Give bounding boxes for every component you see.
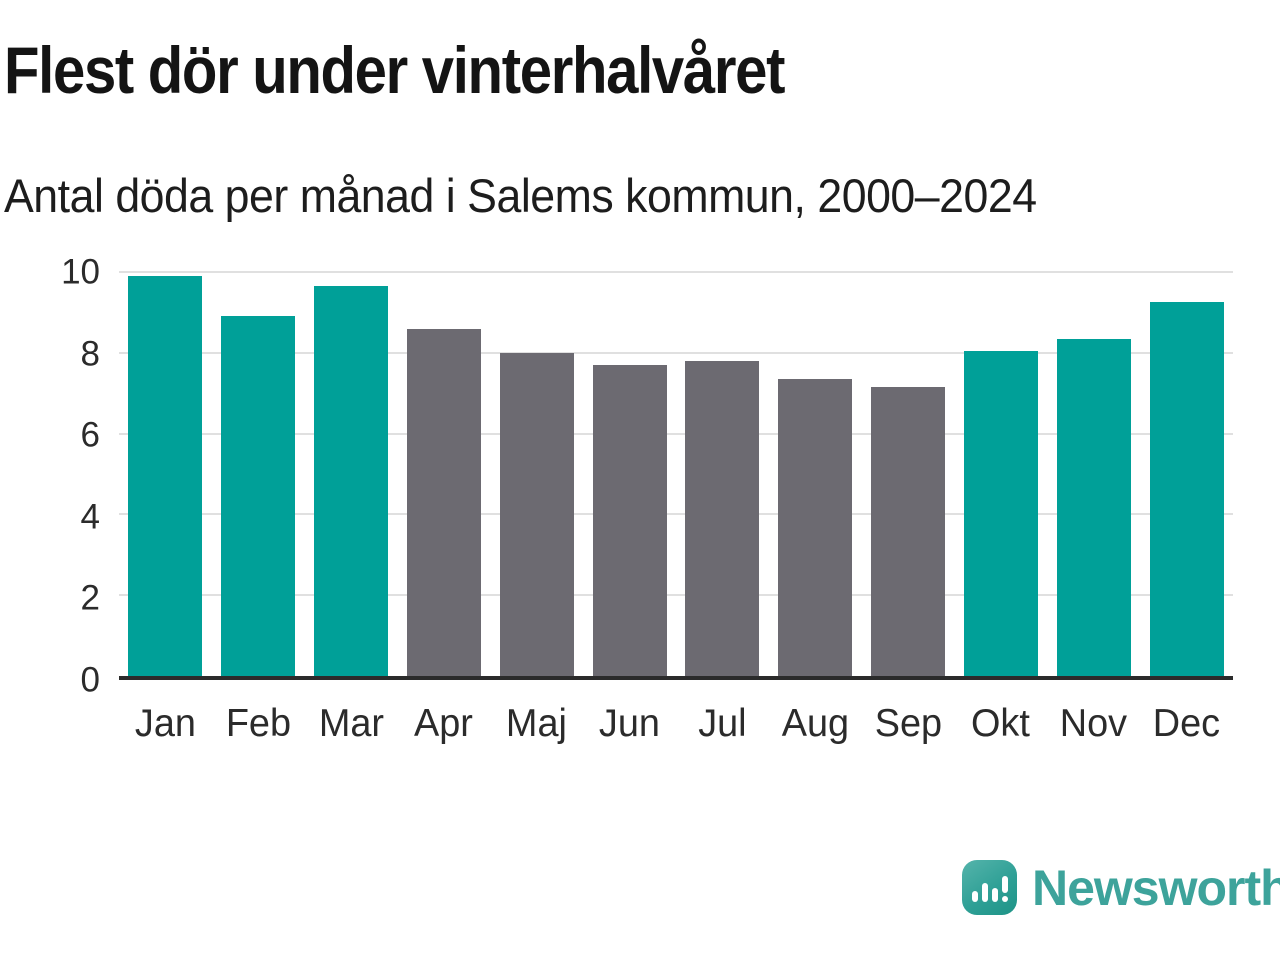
bar-apr bbox=[406, 328, 481, 676]
x-tick-label-sep: Sep bbox=[874, 702, 942, 745]
y-tick-label-10: 10 bbox=[61, 252, 100, 292]
y-tick-label-8: 8 bbox=[80, 334, 100, 374]
x-axis-labels: Jan Feb Mar Apr Maj Jun Jul Aug Sep Okt Nov Dec bbox=[119, 702, 1233, 746]
bar-okt bbox=[963, 350, 1038, 676]
x-tick-label-okt: Okt bbox=[971, 702, 1031, 745]
bar-jan bbox=[128, 276, 203, 676]
gridline-8 bbox=[119, 351, 1233, 354]
bar-slot-jun bbox=[583, 272, 676, 676]
x-tick-label-mar: Mar bbox=[318, 702, 384, 745]
y-tick-label-0: 0 bbox=[80, 660, 100, 700]
logo-bar-medium-icon bbox=[991, 888, 998, 902]
chart-subtitle: Antal döda per månad i Salems kommun, 20… bbox=[4, 169, 1037, 222]
x-tick-label-jul: Jul bbox=[698, 702, 747, 745]
x-tick-label-nov: Nov bbox=[1060, 702, 1128, 745]
bar-aug bbox=[778, 379, 853, 676]
y-tick-label-4: 4 bbox=[80, 497, 100, 537]
newsworthy-logo-text: Newsworthy bbox=[1032, 859, 1280, 916]
gridline-10 bbox=[119, 271, 1233, 273]
bar-slot-feb bbox=[212, 272, 305, 676]
x-tick-label-dec: Dec bbox=[1152, 702, 1221, 745]
bar-feb bbox=[221, 316, 296, 676]
x-tick-label-jun: Jun bbox=[599, 702, 661, 745]
bar-sep bbox=[871, 387, 946, 676]
exclamation-icon bbox=[1001, 876, 1008, 902]
bar-slot-jul bbox=[676, 272, 769, 676]
plot-area bbox=[119, 271, 1233, 680]
bar-nov bbox=[1056, 338, 1131, 676]
x-tick-label-jan: Jan bbox=[134, 702, 196, 745]
newsworthy-logo-icon bbox=[962, 860, 1017, 929]
x-tick-label-feb: Feb bbox=[225, 702, 291, 745]
bar-jul bbox=[685, 360, 760, 676]
bar-slot-nov bbox=[1047, 272, 1140, 676]
x-tick-label-aug: Aug bbox=[781, 702, 849, 745]
bar-slot-aug bbox=[769, 272, 862, 676]
newsworthy-logo: Newsworthy bbox=[962, 859, 1280, 929]
bar-slot-dec bbox=[1140, 272, 1233, 676]
bar-chart-glyph-icon bbox=[962, 860, 1017, 915]
logo-bar-small-icon bbox=[971, 891, 978, 902]
bar-slot-okt bbox=[954, 272, 1047, 676]
bar-slot-apr bbox=[397, 272, 490, 676]
chart-title: Flest dör under vinterhalvåret bbox=[4, 33, 786, 107]
logo-bar-tall-icon bbox=[981, 883, 988, 902]
y-tick-label-2: 2 bbox=[80, 578, 100, 618]
x-tick-label-apr: Apr bbox=[414, 702, 474, 745]
bars-row bbox=[119, 272, 1233, 676]
y-tick-label-6: 6 bbox=[80, 415, 100, 455]
bar-mar bbox=[314, 286, 389, 676]
bar-slot-mar bbox=[305, 272, 398, 676]
x-tick-label-maj: Maj bbox=[506, 702, 568, 745]
gridline-4 bbox=[119, 513, 1233, 516]
bar-slot-sep bbox=[862, 272, 955, 676]
bar-jun bbox=[592, 364, 667, 676]
bar-maj bbox=[499, 352, 574, 676]
y-axis-labels: 0 2 4 6 8 10 bbox=[0, 255, 100, 698]
gridline-6 bbox=[119, 432, 1233, 435]
bar-slot-jan bbox=[119, 272, 212, 676]
bar-slot-maj bbox=[490, 272, 583, 676]
bar-dec bbox=[1149, 302, 1224, 676]
gridline-2 bbox=[119, 594, 1233, 597]
